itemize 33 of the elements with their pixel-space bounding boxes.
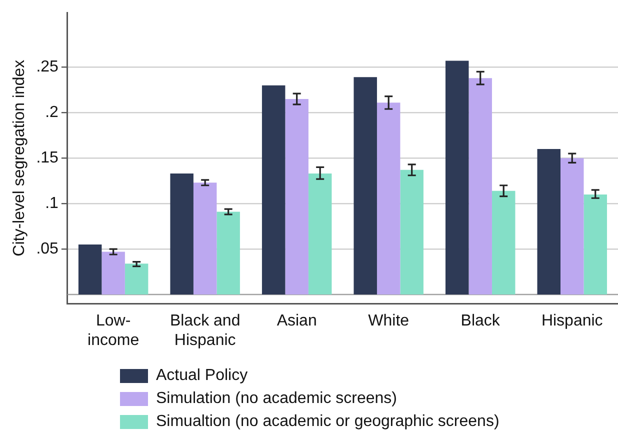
x-tick-label: Hispanic — [541, 312, 603, 330]
bar — [560, 158, 584, 295]
y-axis-title: City-level segregation index — [11, 60, 28, 256]
bar — [216, 212, 240, 295]
x-tick-label: Black — [460, 312, 501, 330]
y-tick-label: .05 — [36, 240, 59, 258]
bar — [262, 85, 286, 295]
y-tick-label: .25 — [36, 58, 59, 76]
bar — [445, 60, 469, 295]
y-tick-label: .15 — [36, 150, 59, 167]
bar — [492, 190, 516, 295]
bar — [285, 98, 308, 295]
legend-label: Simulation (no academic screens) — [156, 390, 397, 408]
bar — [354, 77, 377, 295]
legend-label: Simualtion (no academic or geographic screens) — [156, 412, 500, 430]
x-tick-label: Black and Hispanic — [170, 312, 240, 349]
legend-label: Actual Policy — [156, 366, 248, 384]
bar — [537, 149, 560, 295]
x-tick-label: Low-income — [88, 312, 140, 349]
x-tick-label: White — [368, 312, 410, 330]
bar — [124, 264, 148, 295]
bar — [468, 78, 492, 295]
bar — [193, 182, 217, 295]
bar — [584, 194, 607, 295]
bar — [376, 102, 400, 295]
y-tick-label: .1 — [45, 194, 59, 212]
bar — [170, 174, 194, 295]
bar — [102, 252, 125, 295]
bar — [308, 174, 332, 295]
bar — [78, 244, 102, 295]
x-tick-label: Asian — [276, 312, 317, 330]
bar — [400, 170, 424, 295]
y-tick-label: .2 — [45, 104, 59, 122]
